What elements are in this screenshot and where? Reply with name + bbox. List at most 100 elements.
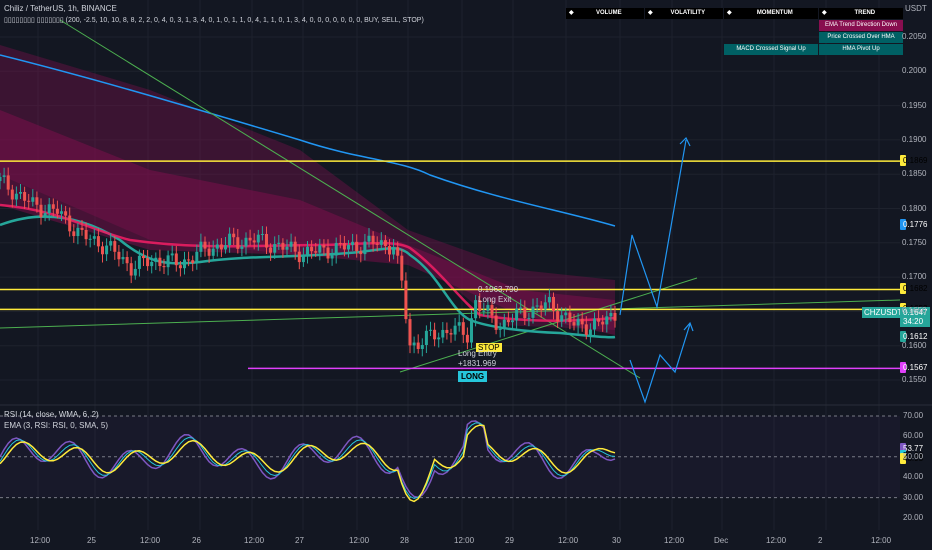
candle: [219, 244, 223, 250]
candle: [232, 233, 236, 238]
candle: [547, 296, 551, 303]
stop-badge: STOP: [476, 343, 502, 352]
candle: [388, 246, 391, 255]
price-tick: 0.1950: [902, 100, 927, 110]
red-cloud: [0, 45, 615, 330]
candle: [416, 342, 420, 349]
candle: [19, 192, 22, 194]
candle: [60, 211, 63, 214]
cloud-ribbon: [0, 45, 615, 335]
price-tick: 0.1900: [902, 134, 927, 144]
rsi-ema-title: EMA (3, RSI: RSI, 0, SMA, 5): [4, 421, 109, 430]
indicator-settings[interactable]: ▯▯▯▯▯▯▯▯ ▯▯▯▯▯▯▯ (200, -2.5, 10, 10, 8, …: [4, 17, 424, 24]
candle: [125, 257, 129, 264]
candle: [187, 259, 191, 261]
candle: [326, 247, 330, 259]
price-tick: 0.1600: [902, 340, 927, 350]
candle: [117, 251, 121, 260]
candle: [613, 312, 617, 321]
profit-label: +1831.969: [458, 359, 497, 368]
candle: [588, 329, 592, 335]
time-tick: 12:00: [140, 536, 161, 545]
table-header-trend: ◆ TREND: [819, 8, 903, 19]
projection-path-up: [619, 139, 687, 316]
long-exit-label: Long Exit: [478, 295, 512, 304]
trendline-down: [59, 19, 641, 379]
price-level-tag: 0.1682: [900, 283, 927, 295]
price-tick: 0.2000: [902, 66, 927, 76]
candle: [392, 247, 396, 255]
candle: [2, 175, 6, 177]
chart-title: Chiliz / TetherUS, 1h, BINANCE: [4, 4, 117, 13]
candle: [43, 213, 47, 218]
candle: [162, 266, 166, 268]
candle: [260, 233, 264, 235]
candle: [404, 280, 408, 320]
price-tick: 0.2050: [902, 32, 927, 41]
time-tick: 12:00: [558, 536, 579, 545]
candle: [6, 175, 10, 190]
candle: [146, 258, 150, 267]
candle: [211, 248, 215, 256]
price-level-tag: 0.1869: [900, 155, 927, 167]
rsi-ma-line: [0, 424, 616, 503]
candle: [433, 329, 437, 340]
candle: [502, 319, 506, 329]
price-tick: 0.1650: [902, 306, 927, 316]
arrow-head-icon: [679, 136, 691, 147]
candle: [84, 229, 88, 240]
candle: [383, 240, 387, 247]
time-tick: 25: [87, 536, 96, 545]
time-tick: 12:00: [766, 536, 787, 545]
candle: [51, 204, 55, 209]
candle: [137, 255, 141, 269]
candle: [101, 246, 104, 255]
candle: [347, 245, 350, 250]
candle: [240, 246, 244, 249]
candle: [228, 233, 232, 246]
candle: [297, 251, 301, 263]
candle: [519, 307, 523, 309]
candle: [178, 265, 182, 269]
rsi-ema-line: [0, 422, 616, 500]
candle: [35, 197, 39, 205]
candle: [478, 300, 482, 312]
candle: [166, 255, 170, 268]
time-tick: 26: [192, 536, 201, 545]
candle: [543, 302, 547, 310]
candle: [142, 255, 145, 259]
candle: [580, 318, 584, 325]
price-level-tag: 0.1567: [900, 362, 927, 374]
candle: [584, 324, 588, 335]
candle: [285, 246, 289, 250]
candle: [396, 247, 400, 256]
candle: [129, 263, 133, 276]
trendline-up: [399, 277, 698, 373]
candle-series: [0, 167, 617, 357]
time-tick: 12:00: [664, 536, 685, 545]
candle: [527, 317, 531, 319]
candle: [371, 235, 375, 244]
candle: [80, 227, 84, 230]
candle: [457, 322, 461, 326]
time-tick: 28: [400, 536, 409, 545]
candle: [109, 241, 113, 246]
candle: [498, 328, 502, 330]
diamond-icon: ◆: [822, 10, 827, 16]
candle: [334, 242, 338, 256]
candle: [39, 204, 43, 218]
rsi-tick: 70.00: [903, 411, 924, 420]
arrow-head-icon: [683, 321, 694, 332]
time-tick: 12:00: [30, 536, 51, 545]
rsi-tick: 40.00: [903, 472, 924, 482]
candle: [461, 322, 465, 335]
candle: [289, 241, 293, 247]
projection-path-alt: [629, 323, 691, 404]
candle: [314, 251, 318, 253]
candle: [150, 261, 154, 267]
candle: [199, 241, 203, 252]
price-level-tag: 0.1776: [900, 218, 927, 230]
rsi-pane: [0, 404, 932, 503]
candle: [506, 319, 510, 323]
